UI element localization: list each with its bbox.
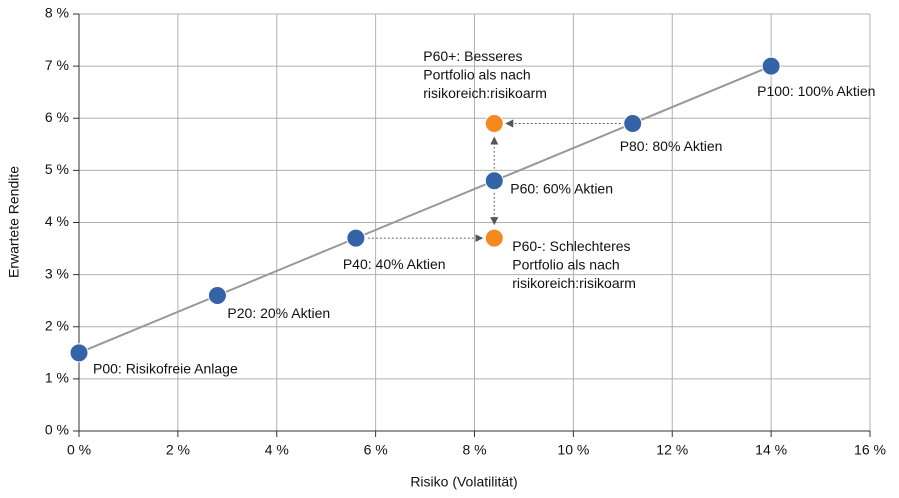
x-tick-label: 8 % (462, 442, 486, 458)
point (484, 228, 504, 248)
point-label: P20: 20% Aktien (227, 305, 330, 321)
x-tick-label: 16 % (854, 442, 886, 458)
x-tick-label: 10 % (557, 442, 589, 458)
point (69, 343, 89, 363)
series-line (78, 65, 772, 354)
y-tick-label: 1 % (45, 370, 69, 386)
y-tick-label: 5 % (45, 161, 69, 177)
x-tick-label: 4 % (265, 442, 289, 458)
point-label: risikoreich:risikoarm (512, 275, 636, 291)
y-tick-label: 8 % (45, 5, 69, 21)
point-label: P100: 100% Aktien (757, 83, 875, 99)
point-label: P40: 40% Aktien (343, 256, 446, 272)
point (484, 171, 504, 191)
point (346, 228, 366, 248)
y-tick-label: 0 % (45, 422, 69, 438)
point-label: P00: Risikofreie Anlage (93, 361, 238, 377)
y-tick-label: 7 % (45, 57, 69, 73)
y-axis-title: Erwartete Rendite (6, 166, 22, 278)
x-tick-label: 14 % (755, 442, 787, 458)
x-tick-label: 6 % (364, 442, 388, 458)
point-label: P80: 80% Aktien (620, 138, 723, 154)
x-axis-title: Risiko (Volatilität) (410, 474, 517, 490)
y-tick-label: 4 % (45, 213, 69, 229)
y-tick-label: 2 % (45, 317, 69, 333)
x-tick-label: 12 % (656, 442, 688, 458)
point (484, 113, 504, 133)
y-tick-label: 6 % (45, 109, 69, 125)
x-tick-label: 2 % (166, 442, 190, 458)
x-tick-label: 0 % (67, 442, 91, 458)
y-tick-label: 3 % (45, 265, 69, 281)
point-label: Portfolio als nach (512, 256, 619, 272)
point-label: P60+: Besseres (423, 48, 522, 64)
point-label: P60: 60% Aktien (510, 181, 613, 197)
point (623, 113, 643, 133)
point-label: risikoreich:risikoarm (423, 85, 547, 101)
point (761, 56, 781, 76)
point-label: P60-: Schlechteres (512, 238, 630, 254)
point-label: Portfolio als nach (423, 67, 530, 83)
point (207, 285, 227, 305)
